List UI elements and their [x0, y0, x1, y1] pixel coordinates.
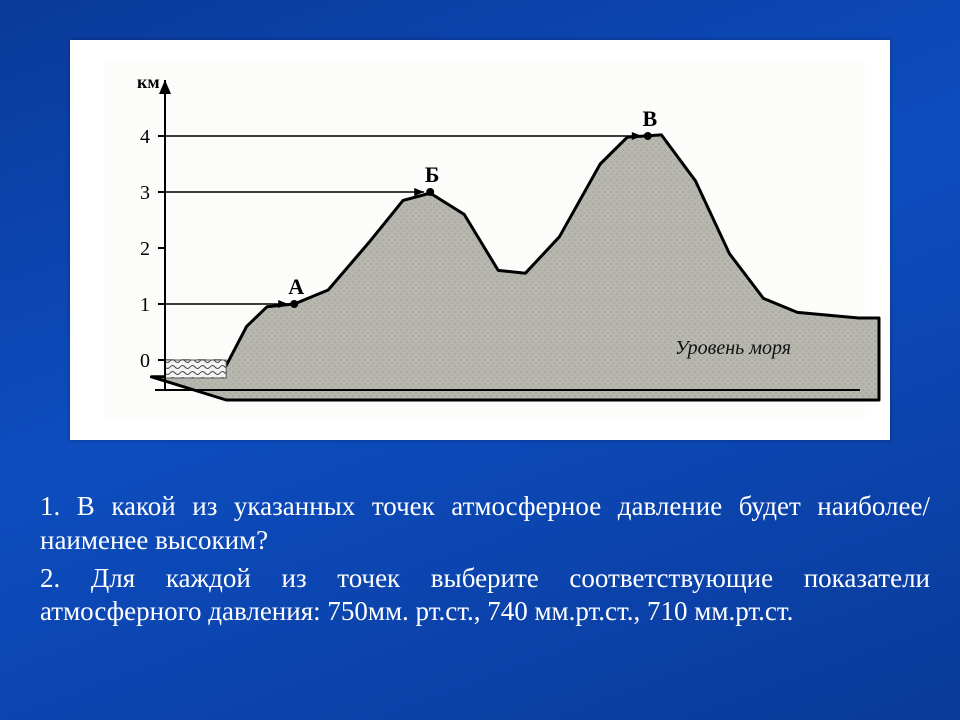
svg-text:4: 4 — [140, 126, 150, 148]
slide-background: 0 1 2 3 4 км А Б В Уровень моря 1. В какой из ука… — [0, 0, 960, 720]
svg-text:В: В — [642, 106, 657, 131]
question-2: 2. Для каждой из точек выберите соответс… — [40, 562, 930, 630]
svg-text:км: км — [137, 72, 160, 92]
svg-text:1: 1 — [140, 294, 150, 316]
figure-frame: 0 1 2 3 4 км А Б В Уровень моря — [70, 40, 890, 440]
svg-text:Б: Б — [425, 162, 440, 187]
svg-text:Уровень моря: Уровень моря — [675, 337, 791, 359]
question-1: 1. В какой из указанных точек атмосферно… — [40, 490, 930, 558]
question-block: 1. В какой из указанных точек атмосферно… — [40, 490, 930, 633]
svg-text:А: А — [288, 274, 304, 299]
terrain-diagram: 0 1 2 3 4 км А Б В Уровень моря — [70, 40, 890, 440]
svg-text:0: 0 — [140, 350, 150, 372]
svg-text:3: 3 — [140, 182, 150, 204]
svg-text:2: 2 — [140, 238, 150, 260]
